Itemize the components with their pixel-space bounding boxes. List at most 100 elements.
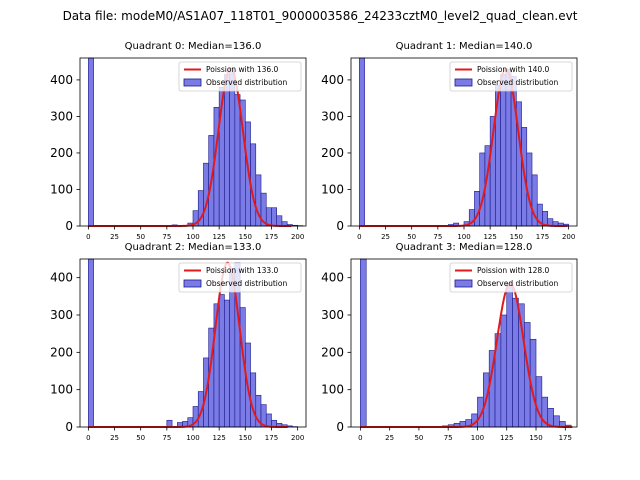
quadrant-3-panel: Quadrant 3: Median=128.0 0 25 50 75 100 125 15… (321, 242, 578, 442)
quadrant-1-legend: Poission with 140.0 Observed distributio… (449, 61, 573, 92)
y-tick-label: 400 (50, 271, 73, 285)
quadrant-3-yticks: 0 100 200 300 400 (321, 271, 351, 434)
x-tick-label: 75 (162, 434, 171, 442)
quadrant-2-xticks: 0 25 50 75 100 125 150 175 200 (86, 427, 304, 442)
y-tick-label: 100 (321, 182, 344, 196)
x-tick-label: 150 (239, 233, 252, 241)
histogram-bar (229, 67, 236, 227)
quadrant-3-zero-bar (360, 258, 367, 428)
y-tick-label: 100 (321, 383, 344, 397)
x-tick-label: 150 (239, 434, 252, 442)
x-tick-label: 0 (358, 434, 362, 442)
x-tick-label: 75 (433, 233, 442, 241)
quadrant-2-legend-fit-label: Poission with 133.0 (206, 266, 279, 275)
y-tick-label: 0 (336, 219, 344, 233)
y-tick-label: 300 (50, 109, 73, 123)
quadrant-1-legend-fit-label: Poission with 140.0 (477, 65, 550, 74)
quadrant-1-panel: Quadrant 1: Median=140.0 0 25 50 75 100 125 15… (321, 41, 578, 241)
y-tick-label: 200 (321, 146, 344, 160)
y-tick-label: 200 (50, 146, 73, 160)
x-tick-label: 150 (510, 233, 523, 241)
x-tick-label: 175 (536, 233, 549, 241)
y-tick-label: 100 (50, 182, 73, 196)
quadrant-0-legend-box (178, 61, 302, 92)
quadrant-1-xticks: 0 25 50 75 100 125 150 175 200 (357, 226, 575, 241)
x-tick-label: 25 (110, 233, 119, 241)
x-tick-label: 125 (500, 434, 513, 442)
quadrant-3-legend: Poission with 128.0 Observed distributio… (449, 262, 573, 293)
quadrant-1-zero-bar (359, 57, 365, 227)
quadrant-2-legend-bar-swatch (183, 279, 202, 288)
quadrant-2-legend-observed-label: Observed distribution (206, 279, 287, 288)
x-tick-label: 175 (265, 434, 278, 442)
quadrant-0-xticks: 0 25 50 75 100 125 150 175 200 (86, 226, 304, 241)
x-tick-label: 175 (265, 233, 278, 241)
x-tick-label: 0 (86, 434, 90, 442)
x-tick-label: 125 (212, 233, 225, 241)
quadrant-3-xticks: 0 25 50 75 100 125 150 175 (358, 427, 572, 442)
y-tick-label: 0 (65, 420, 73, 434)
quadrant-3-legend-bar-swatch (454, 279, 473, 288)
histogram-bar (224, 299, 230, 428)
x-tick-label: 50 (136, 233, 145, 241)
histogram-bar (166, 419, 173, 428)
x-tick-label: 50 (136, 434, 145, 442)
histogram-bar (265, 413, 272, 428)
y-tick-label: 0 (336, 420, 344, 434)
y-tick-label: 200 (321, 345, 344, 359)
quadrant-2-legend: Poission with 133.0 Observed distributio… (178, 262, 302, 293)
quadrant-2-yticks: 0 100 200 300 400 (50, 271, 80, 434)
quadrant-3-legend-observed-label: Observed distribution (477, 279, 558, 288)
figure-title: Data file: modeM0/AS1A07_118T01_90000035… (63, 9, 578, 23)
x-tick-label: 200 (562, 233, 575, 241)
quadrant-2-zero-bar (88, 258, 94, 428)
x-tick-label: 150 (529, 434, 542, 442)
x-tick-label: 200 (291, 233, 304, 241)
x-tick-label: 100 (457, 233, 470, 241)
y-tick-label: 100 (50, 383, 73, 397)
quadrant-3-legend-fit-label: Poission with 128.0 (477, 266, 550, 275)
quadrant-1-legend-box (449, 61, 573, 92)
y-tick-label: 300 (50, 308, 73, 322)
y-tick-label: 300 (321, 308, 344, 322)
histogram-bar (553, 415, 560, 428)
x-tick-label: 175 (559, 434, 572, 442)
quadrant-1-legend-observed-label: Observed distribution (477, 78, 558, 87)
y-tick-label: 0 (65, 219, 73, 233)
x-tick-label: 125 (483, 233, 496, 241)
quadrant-0-legend-fit-label: Poission with 136.0 (206, 65, 279, 74)
x-tick-label: 100 (186, 434, 199, 442)
histogram-bar (218, 294, 225, 428)
quadrant-0-legend: Poission with 136.0 Observed distributio… (178, 61, 302, 92)
x-tick-label: 100 (186, 233, 199, 241)
quadrant-0-title: Quadrant 0: Median=136.0 (125, 41, 262, 52)
quadrant-3-legend-box (449, 262, 573, 293)
y-tick-label: 400 (321, 271, 344, 285)
y-tick-label: 200 (50, 345, 73, 359)
x-tick-label: 200 (291, 434, 304, 442)
histogram-bar (271, 207, 278, 227)
x-tick-label: 50 (414, 434, 423, 442)
histogram-bar (512, 297, 519, 428)
y-tick-label: 400 (50, 73, 73, 87)
quadrant-2-legend-box (178, 262, 302, 293)
histogram-bar (234, 94, 241, 227)
quadrant-0-panel: Quadrant 0: Median=136.0 0 25 50 75 100 125 15… (50, 41, 307, 241)
x-tick-label: 25 (381, 233, 390, 241)
histogram-bar (500, 74, 507, 227)
quadrant-2-panel: Quadrant 2: Median=133.0 0 25 50 75 100 125 15… (50, 242, 307, 442)
quadrant-0-legend-observed-label: Observed distribution (206, 78, 287, 87)
histogram-bar (506, 282, 513, 428)
quadrant-1-legend-bar-swatch (454, 78, 473, 87)
x-tick-label: 50 (407, 233, 416, 241)
quadrant-0-zero-bar (88, 57, 94, 227)
x-tick-label: 75 (444, 434, 453, 442)
histogram-bar (505, 68, 512, 227)
quadrant-1-title: Quadrant 1: Median=140.0 (396, 41, 533, 52)
histogram-bar (224, 74, 230, 227)
quadrant-0-yticks: 0 100 200 300 400 (50, 73, 80, 233)
quadrant-3-axes-frame (350, 258, 578, 428)
y-tick-label: 300 (321, 109, 344, 123)
y-tick-label: 400 (321, 73, 344, 87)
